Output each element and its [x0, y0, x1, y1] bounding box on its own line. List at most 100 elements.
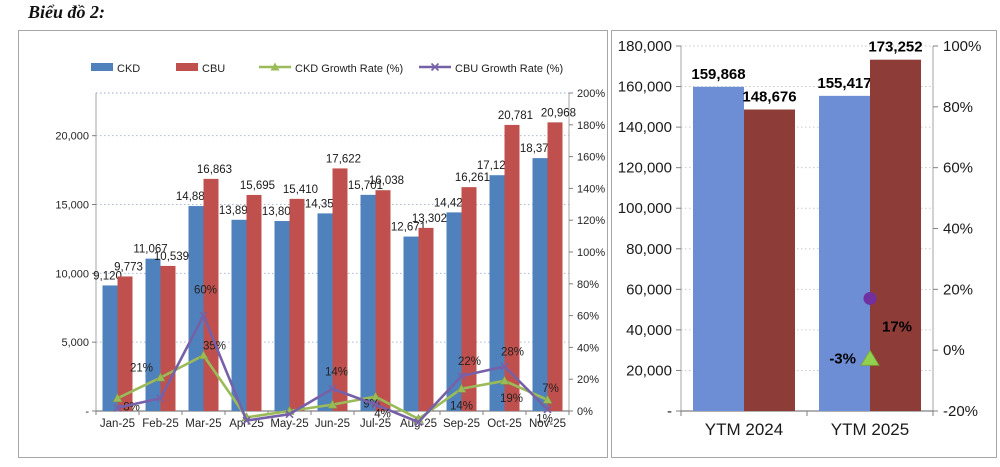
triangle-marker: [456, 383, 467, 393]
ckd-bar: [532, 158, 548, 411]
chart-legend: CKD CBU CKD Growth Rate (%) CBU Growth Rate…: [91, 62, 563, 75]
bar-value-label: 173,252: [868, 39, 922, 56]
x-marker: [543, 405, 552, 414]
bar-value-label: 18,370: [520, 143, 555, 155]
ckd-bar: [360, 194, 376, 411]
bar-value-label: 11,067: [133, 244, 167, 256]
right-axis-tick-label: 100%: [943, 38, 981, 55]
x-axis-category-label: Mar-25: [185, 418, 221, 430]
x-marker: [285, 410, 294, 419]
growth-point-label: 4%: [374, 409, 391, 421]
bar-value-label: 15,701: [348, 180, 383, 192]
bar-value-label: 20,968: [541, 107, 576, 119]
left-axis-tick-label: 10,000: [55, 268, 89, 280]
left-axis-tick-label: 5,000: [61, 337, 89, 349]
x-axis-category-label: YTM 2024: [705, 420, 783, 439]
right-axis-tick-label: -20%: [943, 403, 978, 420]
x-axis-category-label: Jun-25: [315, 418, 350, 430]
bar-value-label: 12,671: [391, 222, 426, 234]
bar-value-label: 14,887: [176, 191, 211, 203]
cbu-bar: [203, 178, 219, 411]
bar-value-label: 16,038: [369, 175, 404, 187]
cbu-bar: [547, 122, 563, 411]
right-axis-tick-label: 20%: [943, 281, 973, 298]
left-axis-tick-label: -: [667, 403, 672, 420]
bar-value-label: 15,410: [283, 184, 318, 196]
left-axis-tick-label: 40,000: [626, 322, 672, 339]
legend-x-marker: [430, 62, 440, 72]
ckd-growth-triangle-marker: [860, 349, 880, 366]
ckd-bar: [819, 95, 870, 411]
cbu-bar: [418, 227, 434, 411]
figure-title: Biểu đồ 2:: [28, 2, 106, 22]
bar-value-label: 13,302: [412, 213, 447, 225]
x-marker: [242, 416, 251, 425]
x-axis-category-label: Jan-25: [100, 418, 135, 430]
ckd-bar: [188, 206, 204, 411]
cbu-bar: [504, 124, 520, 412]
ytd-bar-chart: 180,000 160,000 140,000 120,000 100,000 80,00…: [618, 38, 982, 439]
x-axis-category-label: Oct-25: [487, 418, 522, 430]
ckd-bar: [102, 285, 118, 411]
monthly-chart-panel: 20,000 15,000 10,000 5,000 - 200% 180% 160% 140%…: [18, 30, 608, 458]
right-axis-tick-label: 0%: [943, 342, 965, 359]
legend-label: CBU Growth Rate (%): [455, 63, 563, 75]
cbu-bar: [332, 168, 348, 411]
x-marker: [371, 400, 380, 409]
cbu-growth-circle-marker: [863, 291, 877, 305]
x-marker: [328, 384, 337, 393]
triangle-marker: [198, 350, 209, 360]
cbu-bar: [246, 194, 262, 411]
bar-value-label: 10,539: [154, 251, 189, 263]
legend-label: CBU: [202, 63, 225, 75]
left-axis-tick-label: 80,000: [626, 241, 672, 258]
right-axis-tick-label: 60%: [577, 311, 599, 323]
bar-value-label: 159,868: [691, 66, 745, 83]
right-axis-tick-label: 140%: [577, 183, 605, 195]
x-axis-category-label: YTM 2025: [831, 420, 909, 439]
legend-label: CKD: [117, 63, 140, 75]
bar-value-label: 15,695: [240, 180, 275, 192]
x-axis-category-label: Apr-25: [229, 418, 264, 430]
ckd-bar: [231, 219, 247, 411]
right-axis-tick-label: 40%: [577, 342, 599, 354]
triangle-marker: [112, 393, 123, 403]
bar-value-label: 9,773: [114, 261, 143, 273]
right-axis-tick-label: 180%: [577, 120, 605, 132]
growth-point-label: 7%: [542, 383, 559, 395]
bar-value-label: 155,417: [817, 75, 871, 92]
bar-value-label: 17,622: [326, 153, 361, 165]
ckd-bar: [693, 86, 744, 411]
x-axis-category-label: Sep-25: [443, 418, 480, 430]
growth-point-label: 22%: [458, 356, 481, 368]
right-axis-tick-label: 80%: [577, 279, 599, 291]
bar-value-label: 20,781: [498, 110, 533, 122]
cbu-bar: [289, 198, 305, 411]
right-axis-tick-label: 200%: [577, 88, 605, 100]
growth-point-label: 21%: [130, 363, 153, 375]
ckd-bar: [317, 213, 333, 411]
right-axis-tick-label: 0%: [577, 406, 593, 418]
cbu-bar: [160, 265, 176, 411]
legend-triangle-marker: [270, 62, 280, 71]
growth-point-label: 35%: [203, 340, 226, 352]
bar-value-label: 13,890: [219, 205, 254, 217]
triangle-marker: [370, 391, 381, 401]
x-axis-category-label: Feb-25: [142, 418, 178, 430]
left-axis-tick-label: 180,000: [618, 38, 672, 55]
triangle-marker: [499, 375, 510, 385]
bar-value-label: 148,676: [742, 89, 796, 106]
bar-value-label: 13,800: [262, 206, 297, 218]
ytd-chart-panel: 180,000 160,000 140,000 120,000 100,000 80,00…: [611, 30, 997, 458]
legend-swatch-ckd: [91, 63, 113, 71]
left-axis-tick-label: 20,000: [55, 131, 89, 143]
cbu-bar: [744, 109, 795, 411]
growth-point-label: 14%: [325, 367, 348, 379]
ckd-bar: [145, 258, 161, 411]
cbu-bar: [375, 190, 391, 411]
cbu-bar: [117, 276, 133, 411]
bar-value-label: 16,261: [455, 172, 490, 184]
x-marker: [199, 311, 208, 320]
bar-value-label: 14,355: [305, 198, 340, 210]
right-axis-tick-label: 120%: [577, 215, 605, 227]
